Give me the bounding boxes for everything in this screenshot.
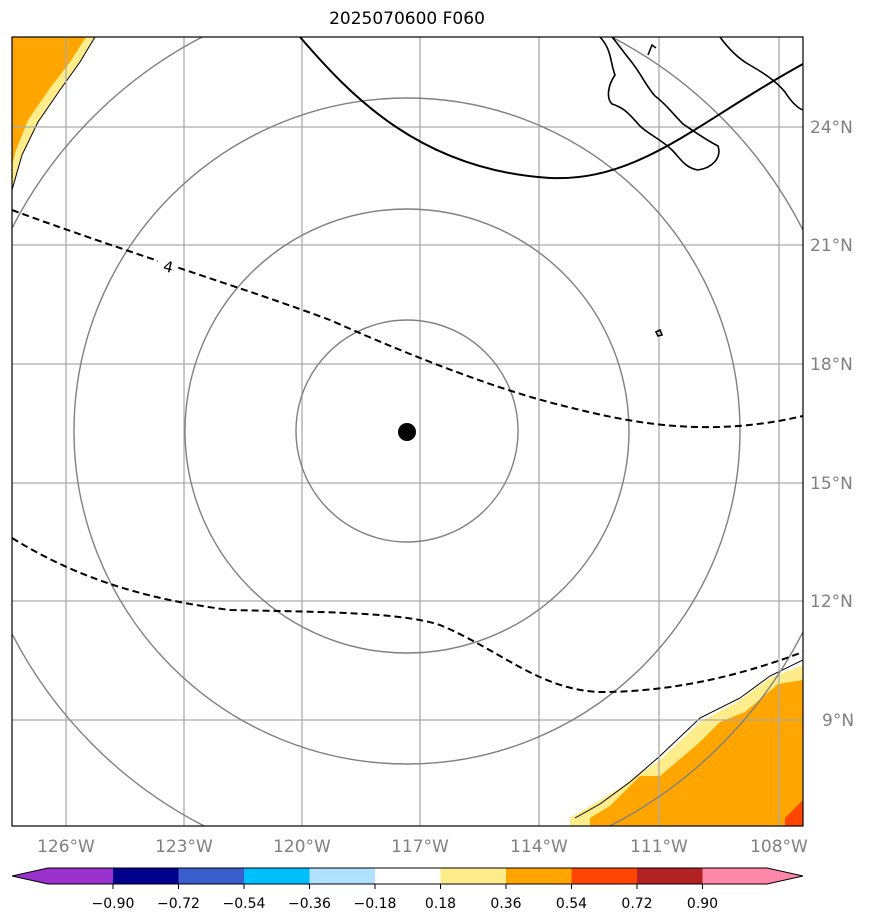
colorbar-tick-label: 0.72	[621, 896, 652, 912]
lon-tick-labels: 126°W 123°W 120°W 117°W 114°W 111°W 108°…	[37, 837, 808, 857]
colorbar-tick-label: 0.90	[687, 896, 718, 912]
map-title: 2025070600 F060	[329, 9, 485, 29]
lat-tick-label: 12°N	[810, 592, 853, 612]
range-ring-2	[184, 208, 630, 654]
shading-top-left-orange	[12, 37, 86, 165]
lon-tick-label: 108°W	[750, 837, 808, 857]
shading-bottom-right-red	[785, 800, 803, 826]
map-gridlines	[12, 37, 803, 826]
shading-bottom-right-orange	[590, 680, 803, 826]
colorbar-tick-label: −0.36	[288, 896, 331, 912]
colorbar-tick-label: −0.54	[223, 896, 266, 912]
lat-tick-label: 15°N	[810, 474, 853, 494]
contour-label: 4	[161, 257, 175, 277]
colorbar-tick-label: −0.18	[354, 896, 397, 912]
range-ring-1	[295, 319, 519, 543]
colorbar-tick-label: 0.18	[425, 896, 456, 912]
coastline	[599, 37, 803, 337]
colorbar-segment	[244, 868, 310, 884]
colorbar-tick-label: −0.90	[92, 896, 135, 912]
colorbar-segment-purple	[12, 868, 113, 884]
colorbar-segment	[309, 868, 375, 884]
lon-tick-label: 111°W	[630, 837, 688, 857]
storm-center-marker	[398, 423, 416, 441]
colorbar-segment	[440, 868, 506, 884]
colorbar: −0.90 −0.72 −0.54 −0.36 −0.18 0.18 0.36 …	[11, 867, 804, 912]
solid-contour	[299, 37, 803, 180]
lat-tick-label: 24°N	[810, 118, 853, 138]
lat-tick-labels: 24°N 21°N 18°N 15°N 12°N 9°N	[810, 118, 854, 731]
colorbar-tick-label: 0.54	[556, 896, 587, 912]
lat-tick-label: 18°N	[810, 355, 853, 375]
range-ring-3	[73, 97, 741, 765]
lon-tick-label: 114°W	[510, 837, 568, 857]
colorbar-segment	[113, 868, 179, 884]
colorbar-segment	[506, 868, 572, 884]
lon-tick-label: 126°W	[37, 837, 95, 857]
lat-tick-label: 21°N	[810, 236, 853, 256]
lat-tick-label: 9°N	[822, 711, 854, 731]
colorbar-outline	[11, 867, 804, 885]
colorbar-segment	[637, 868, 703, 884]
map-frame	[11, 36, 804, 827]
colorbar-tick-label: 0.36	[490, 896, 521, 912]
lon-tick-label: 117°W	[391, 837, 449, 857]
dashed-contour-north	[12, 209, 803, 429]
lon-tick-label: 120°W	[273, 837, 331, 857]
shading-top-left-edge	[12, 37, 96, 191]
colorbar-segment	[375, 868, 441, 884]
dashed-contour-south	[12, 537, 803, 694]
range-rings	[12, 37, 803, 826]
lon-tick-label: 123°W	[155, 837, 213, 857]
colorbar-segment	[571, 868, 637, 884]
colorbar-segment-pink	[702, 868, 803, 884]
contour-label-bg	[158, 256, 178, 276]
shading-bottom-right-edge	[574, 659, 803, 819]
colorbar-segment	[178, 868, 244, 884]
colorbar-tick-label: −0.72	[157, 896, 200, 912]
